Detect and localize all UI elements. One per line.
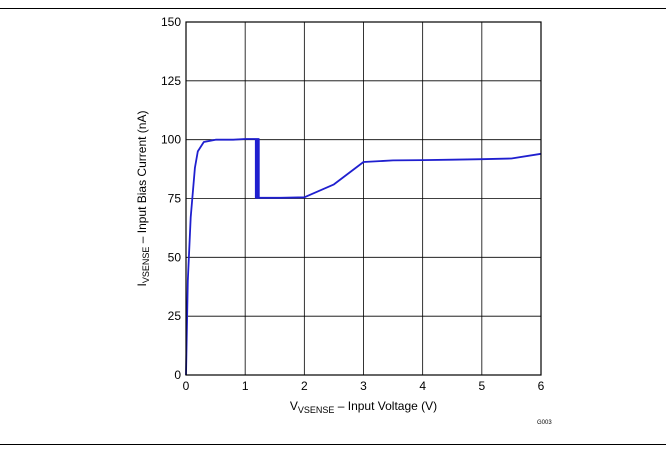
x-tick-label: 3 xyxy=(360,379,367,393)
grid-lines xyxy=(186,22,541,375)
y-tick-label: 150 xyxy=(161,15,181,29)
x-tick-label: 2 xyxy=(301,379,308,393)
x-tick-label: 6 xyxy=(538,379,545,393)
y-axis-label-subscript: VSENSE xyxy=(141,247,151,284)
x-tick-label: 5 xyxy=(478,379,485,393)
x-tick-label: 0 xyxy=(183,379,190,393)
frame-top-rule xyxy=(0,8,666,9)
x-axis-label-subscript: VSENSE xyxy=(298,405,335,415)
y-tick-label: 25 xyxy=(168,309,182,323)
y-axis-label-rest: – Input Bias Current (nA) xyxy=(135,111,149,247)
x-tick-label: 4 xyxy=(419,379,426,393)
series-layer xyxy=(185,138,542,376)
frame-bottom-rule xyxy=(0,444,666,445)
y-tick-label: 125 xyxy=(161,74,181,88)
plot-frame xyxy=(185,21,542,376)
x-axis-label-rest: – Input Voltage (V) xyxy=(334,399,437,413)
y-tick-label: 75 xyxy=(168,192,182,206)
tick-labels: 0 1 2 3 4 5 6 0 25 50 75 100 125 150 xyxy=(161,15,545,393)
y-tick-label: 50 xyxy=(168,250,182,264)
y-tick-label: 100 xyxy=(161,133,181,147)
figure-id-label: G003 xyxy=(537,420,552,426)
y-axis-label: IVSENSE – Input Bias Current (nA) xyxy=(135,111,151,287)
x-tick-label: 1 xyxy=(242,379,249,393)
y-tick-label: 0 xyxy=(174,368,181,382)
x-axis-label-main: V xyxy=(290,399,298,413)
series-line xyxy=(185,138,542,376)
x-axis-label: VVSENSE – Input Voltage (V) xyxy=(290,399,437,415)
y-axis-label-main: I xyxy=(135,283,149,286)
